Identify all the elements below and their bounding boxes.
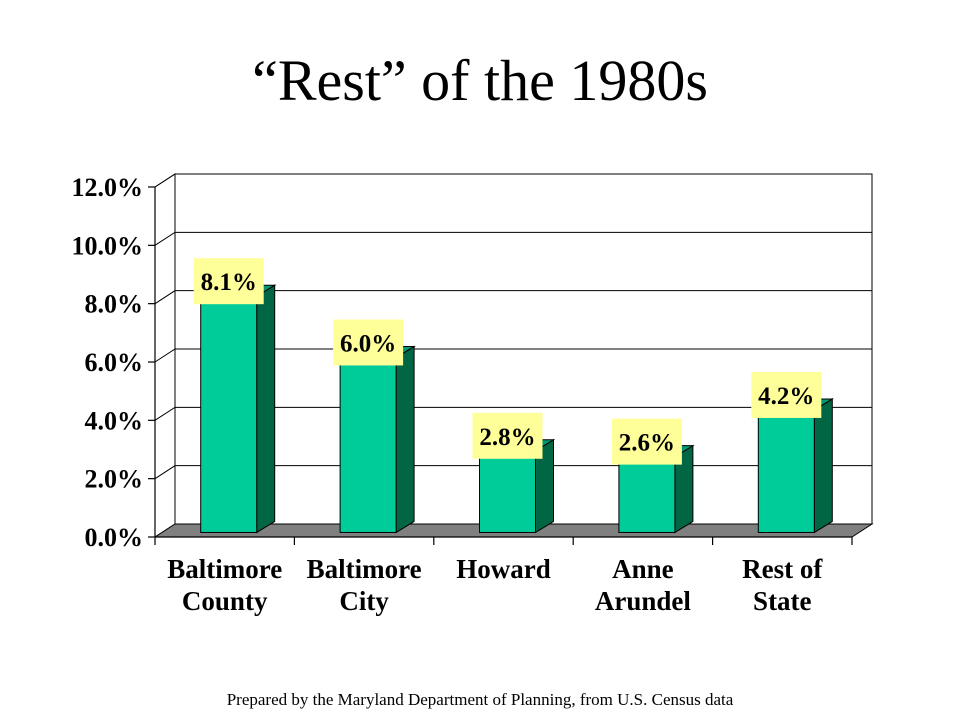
- data-label-box: [751, 371, 822, 418]
- bar-front: [757, 409, 815, 533]
- bar-front: [479, 450, 536, 533]
- y-tick-label: 8.0%: [85, 290, 144, 319]
- bar-side: [256, 284, 276, 534]
- category-label: Howard: [456, 554, 551, 584]
- category-label-line: County: [182, 586, 268, 616]
- gridline: [154, 406, 872, 421]
- bar: [338, 345, 416, 534]
- chart-data-labels: 8.1% 6.0% 2.8% 2.6% 4.2%: [193, 258, 822, 465]
- category-label-line: City: [339, 586, 389, 616]
- y-tick-label: 4.0%: [85, 406, 144, 435]
- category-label-line: Arundel: [595, 586, 692, 616]
- chart-gridlines: [154, 173, 872, 480]
- data-label: 8.1%: [193, 258, 264, 305]
- category-label-line: State: [753, 586, 811, 616]
- category-label-line: Rest of: [742, 554, 823, 584]
- category-label-line: Baltimore: [307, 554, 422, 584]
- data-label-text: 2.6%: [619, 430, 675, 457]
- gridline: [154, 348, 872, 363]
- y-tick-label: 2.0%: [85, 465, 144, 494]
- bar: [617, 444, 695, 534]
- data-label-text: 4.2%: [758, 383, 814, 410]
- category-label-line: Howard: [456, 554, 551, 584]
- data-label: 6.0%: [333, 319, 404, 366]
- category-label-line: Baltimore: [167, 554, 282, 584]
- y-tick-label: 12.0%: [72, 173, 144, 202]
- y-tick-label: 0.0%: [85, 523, 144, 552]
- data-label-box: [193, 258, 264, 305]
- gridline: [154, 290, 872, 305]
- data-label: 2.8%: [472, 412, 543, 459]
- data-label-box: [472, 412, 543, 459]
- data-label-box: [333, 319, 404, 366]
- bar-front: [200, 295, 258, 533]
- bar-side: [395, 345, 415, 534]
- chart-y-tick-labels: 0.0% 2.0% 4.0% 6.0% 8.0% 10.0% 12.0%: [72, 173, 144, 552]
- chart-axes: [148, 186, 853, 545]
- data-label-text: 8.1%: [201, 269, 257, 296]
- bar-side: [813, 398, 833, 534]
- bar-front: [618, 456, 676, 533]
- source-footnote: Prepared by the Maryland Department of P…: [226, 690, 734, 709]
- gridline: [154, 231, 872, 246]
- bar-front: [339, 356, 397, 533]
- y-tick-label: 10.0%: [72, 231, 144, 260]
- data-label: 2.6%: [611, 418, 682, 465]
- category-label-line: Anne: [612, 554, 674, 584]
- data-label-text: 2.8%: [479, 424, 535, 451]
- y-tick-label: 6.0%: [85, 348, 144, 377]
- bar: [756, 398, 835, 534]
- bar: [198, 284, 277, 534]
- gridline: [154, 173, 872, 188]
- data-label-box: [611, 418, 682, 465]
- data-label-text: 6.0%: [340, 330, 396, 357]
- data-label: 4.2%: [751, 371, 822, 418]
- slide-title: “Rest” of the 1980s: [252, 48, 708, 113]
